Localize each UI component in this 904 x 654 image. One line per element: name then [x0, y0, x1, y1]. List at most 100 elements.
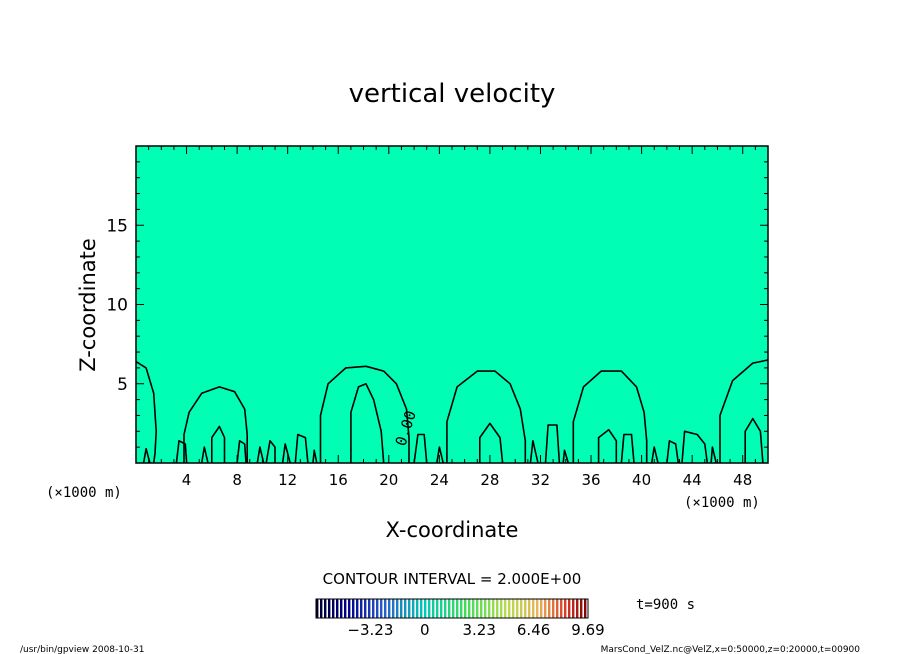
contour-line-26	[650, 446, 659, 464]
colorbar-swatch	[368, 599, 371, 618]
colorbar-swatch	[444, 599, 447, 618]
colorbar-swatch	[544, 599, 547, 618]
contour-line-28	[681, 430, 709, 464]
colorbar-swatch	[408, 599, 411, 618]
x-unit-right: (×1000 m)	[684, 495, 760, 511]
colorbar-swatch	[516, 599, 519, 618]
contour-line-18	[294, 433, 309, 464]
colorbar-swatch	[348, 599, 351, 618]
x-axis-ticks: 4 8 12 16 20 24 28 32 36 40 44 48	[148, 146, 756, 489]
x-tick-label: 20	[379, 471, 398, 489]
colorbar-swatch	[360, 599, 363, 618]
colorbar-swatch	[316, 599, 319, 618]
contour-line-25	[620, 433, 635, 464]
colorbar-swatch	[500, 599, 503, 618]
x-tick-label: 16	[329, 471, 348, 489]
colorbar-swatch	[556, 599, 559, 618]
colorbar-swatch	[460, 599, 463, 618]
x-tick-label: 8	[232, 471, 242, 489]
colorbar-swatch	[376, 599, 379, 618]
contour-line-9	[597, 428, 618, 463]
contour-line-10	[744, 417, 764, 464]
colorbar-swatch	[392, 599, 395, 618]
colorbar-swatch	[512, 599, 515, 618]
contour-line-5	[719, 359, 769, 463]
contour-line-14	[236, 439, 247, 464]
x-tick-label: 40	[632, 471, 651, 489]
colorbar-swatch	[560, 599, 563, 618]
colorbar-swatch	[532, 599, 535, 618]
colorbar-tick-label: −3.23	[347, 621, 393, 639]
x-tick-label: 36	[581, 471, 600, 489]
colorbar-swatch	[404, 599, 407, 618]
colorbar-swatch	[484, 599, 487, 618]
chart-title: vertical velocity	[349, 79, 556, 109]
contour-line-16	[265, 439, 276, 464]
contour-line-8	[478, 422, 504, 464]
colorbar-swatch	[396, 599, 399, 618]
colorbar-swatch	[496, 599, 499, 618]
contour-lines	[135, 359, 769, 464]
colorbar-swatch	[384, 599, 387, 618]
contour-line-7	[350, 382, 385, 464]
contour-line-20	[413, 433, 428, 464]
contour-line-29	[710, 446, 717, 464]
colorbar-swatch	[324, 599, 327, 618]
y-tick-label: 15	[106, 216, 128, 236]
colorbar-swatch	[340, 599, 343, 618]
y-axis-label: Z-coordinate	[76, 238, 100, 372]
colorbar-swatch	[508, 599, 511, 618]
colorbar-swatch	[580, 599, 583, 618]
colorbar-swatch	[480, 599, 483, 618]
colorbar-swatch	[420, 599, 423, 618]
contour-line-12	[175, 439, 188, 464]
x-tick-label: 28	[480, 471, 499, 489]
colorbar-swatch	[552, 599, 555, 618]
y-axis-ticks: 5 10 15	[106, 161, 768, 448]
colorbar-swatch	[400, 599, 403, 618]
x-tick-label: 4	[182, 471, 192, 489]
colorbar-swatch	[492, 599, 495, 618]
contour-interval: CONTOUR INTERVAL = 2.000E+00	[323, 570, 582, 588]
colorbar-swatch	[412, 599, 415, 618]
x-tick-label: 24	[430, 471, 449, 489]
contour-line-2	[319, 365, 410, 463]
contour-line-13	[200, 446, 209, 464]
colorbar-swatch	[476, 599, 479, 618]
colorbar-swatch	[456, 599, 459, 618]
colorbar	[316, 599, 587, 618]
contour-line-22	[529, 439, 539, 464]
colorbar-swatch	[416, 599, 419, 618]
colorbar-swatch	[320, 599, 323, 618]
colorbar-swatch	[432, 599, 435, 618]
colorbar-swatch	[436, 599, 439, 618]
colorbar-swatch	[364, 599, 367, 618]
contour-line-6	[211, 425, 226, 463]
contour-line-1	[183, 386, 248, 463]
x-tick-label: 44	[683, 471, 702, 489]
contour-line-19	[312, 449, 318, 464]
colorbar-swatch	[344, 599, 347, 618]
contour-line-4	[572, 370, 648, 463]
colorbar-swatch	[524, 599, 527, 618]
colorbar-swatch	[576, 599, 579, 618]
colorbar-swatch	[572, 599, 575, 618]
colorbar-frame	[315, 598, 589, 619]
colorbar-tick-label: 9.69	[571, 621, 604, 639]
colorbar-tick-label: 0	[420, 621, 430, 639]
colorbar-swatch	[568, 599, 571, 618]
colorbar-swatch	[584, 599, 587, 618]
colorbar-swatch	[564, 599, 567, 618]
colorbar-swatch	[332, 599, 335, 618]
contour-line-3	[446, 370, 527, 463]
time-label: t=900 s	[636, 597, 695, 613]
footer-left: /usr/bin/gpview 2008-10-31	[20, 645, 144, 654]
contour-line-24	[562, 449, 570, 464]
contour-line-11	[142, 447, 151, 464]
x-unit-left: (×1000 m)	[46, 485, 122, 501]
contour-line-21	[436, 446, 444, 464]
contour-line-0	[135, 360, 157, 464]
x-tick-label: 32	[531, 471, 550, 489]
y-tick-label: 5	[117, 375, 128, 395]
